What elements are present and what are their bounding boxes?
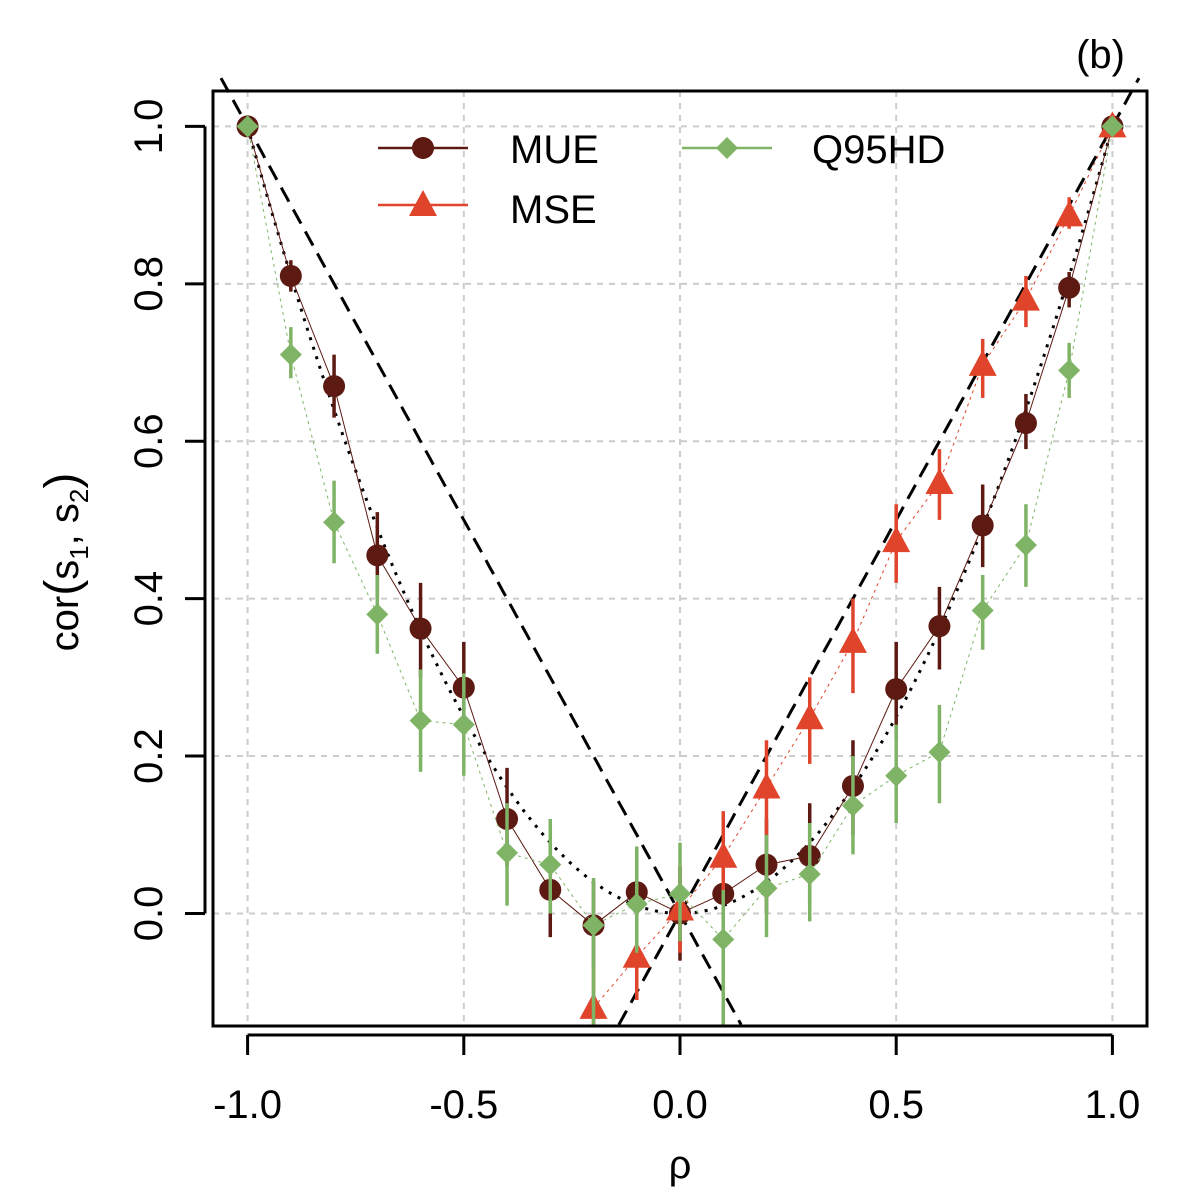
- legend-marker-q95hd: [716, 137, 738, 159]
- point-q95hd-11: [712, 928, 735, 951]
- y-tick-label-1: 0.2: [127, 728, 171, 784]
- y-tick-label-4: 0.8: [127, 256, 171, 312]
- x-tick-label-0: -1.0: [213, 1083, 282, 1127]
- point-mse-19: [1055, 200, 1084, 227]
- y-tick-label-3: 0.6: [127, 413, 171, 469]
- point-q95hd-3: [366, 603, 389, 626]
- point-q95hd-15: [885, 764, 908, 787]
- point-q95hd-14: [841, 794, 864, 817]
- point-q95hd-1: [279, 343, 302, 366]
- point-mse-15: [882, 526, 911, 553]
- point-q95hd-9: [625, 893, 648, 916]
- y-tick-label-0: 0.0: [127, 886, 171, 942]
- point-mue-1: [279, 264, 302, 287]
- point-q95hd-16: [928, 741, 951, 764]
- point-mse-18: [1011, 284, 1040, 311]
- y-tick-label-5: 1.0: [127, 99, 171, 155]
- series-line-mse: [593, 126, 1113, 1009]
- x-tick-label-3: 0.5: [868, 1083, 924, 1127]
- legend-marker-mue: [412, 137, 434, 159]
- svg-text:cor(s1, s2): cor(s1, s2): [36, 473, 94, 652]
- point-mue-18: [1014, 412, 1037, 435]
- point-mue-19: [1058, 276, 1081, 299]
- legend-label-q95hd: Q95HD: [812, 128, 945, 172]
- point-mue-3: [366, 544, 389, 567]
- legend-marker-mse: [409, 190, 437, 216]
- point-q95hd-8: [582, 914, 605, 937]
- y-axis-title-var-a: s: [43, 560, 87, 580]
- reference-curve-dotted-square: [246, 126, 1114, 916]
- legend-item-mse: MSE: [378, 188, 597, 232]
- legend-item-q95hd: Q95HD: [682, 128, 945, 172]
- plot-frame: [211, 89, 1149, 1028]
- reference-curve-dashed-negative: [219, 77, 743, 1026]
- point-mse-13: [795, 703, 824, 730]
- point-q95hd-5: [452, 713, 475, 736]
- point-q95hd-13: [798, 863, 821, 886]
- point-mse-9: [622, 941, 651, 968]
- point-mue-4: [409, 617, 432, 640]
- point-q95hd-0: [236, 115, 259, 138]
- series-layer: [236, 111, 1127, 1026]
- series-q95hd: [236, 115, 1124, 1026]
- point-q95hd-17: [971, 599, 994, 622]
- x-tick-label-1: -0.5: [429, 1083, 498, 1127]
- point-q95hd-6: [496, 841, 519, 864]
- x-axis-title: ρ: [669, 1143, 692, 1187]
- point-mue-17: [971, 514, 994, 537]
- point-mue-2: [323, 375, 346, 398]
- y-axis-title-close-paren: ): [36, 473, 89, 489]
- reference-curves: [219, 77, 1141, 1026]
- point-q95hd-19: [1058, 359, 1081, 382]
- y-axis-title-base: cor: [43, 596, 87, 652]
- y-axis-title-open-paren: (: [36, 580, 89, 596]
- point-q95hd-7: [539, 853, 562, 876]
- point-mue-16: [928, 615, 951, 638]
- panel-label: (b): [1076, 33, 1125, 77]
- point-q95hd-20: [1101, 115, 1124, 138]
- x-tick-label-4: 1.0: [1085, 1083, 1141, 1127]
- point-q95hd-2: [323, 511, 346, 534]
- x-tick-label-2: 0.0: [652, 1083, 708, 1127]
- legend-label-mse: MSE: [510, 188, 597, 232]
- y-axis-title-separator: ,: [43, 523, 87, 545]
- point-mse-11: [709, 841, 738, 868]
- point-mse-14: [838, 626, 867, 653]
- y-axis-title: cor(s1, s2): [36, 473, 94, 652]
- y-axis-title-sub-a: 1: [64, 545, 94, 559]
- reference-curve-dashed-positive: [617, 77, 1141, 1026]
- x-axis: -1.0 -0.5 0.0 0.5 1.0: [213, 1033, 1141, 1127]
- point-q95hd-10: [669, 882, 691, 905]
- y-tick-label-2: 0.4: [127, 571, 171, 627]
- point-q95hd-12: [755, 877, 778, 900]
- legend: MUE MSE Q95HD: [378, 128, 945, 232]
- point-mue-15: [885, 678, 908, 701]
- point-mse-16: [925, 467, 954, 494]
- point-mse-12: [752, 772, 781, 799]
- y-axis-title-sub-b: 2: [64, 489, 94, 503]
- legend-item-mue: MUE: [378, 128, 599, 172]
- point-q95hd-18: [1014, 534, 1037, 557]
- y-axis-title-var-b: s: [43, 503, 87, 523]
- legend-label-mue: MUE: [510, 128, 599, 172]
- point-mse-17: [968, 349, 997, 376]
- point-q95hd-4: [409, 709, 432, 732]
- y-axis: 0.0 0.2 0.4 0.6 0.8 1.0: [127, 99, 207, 942]
